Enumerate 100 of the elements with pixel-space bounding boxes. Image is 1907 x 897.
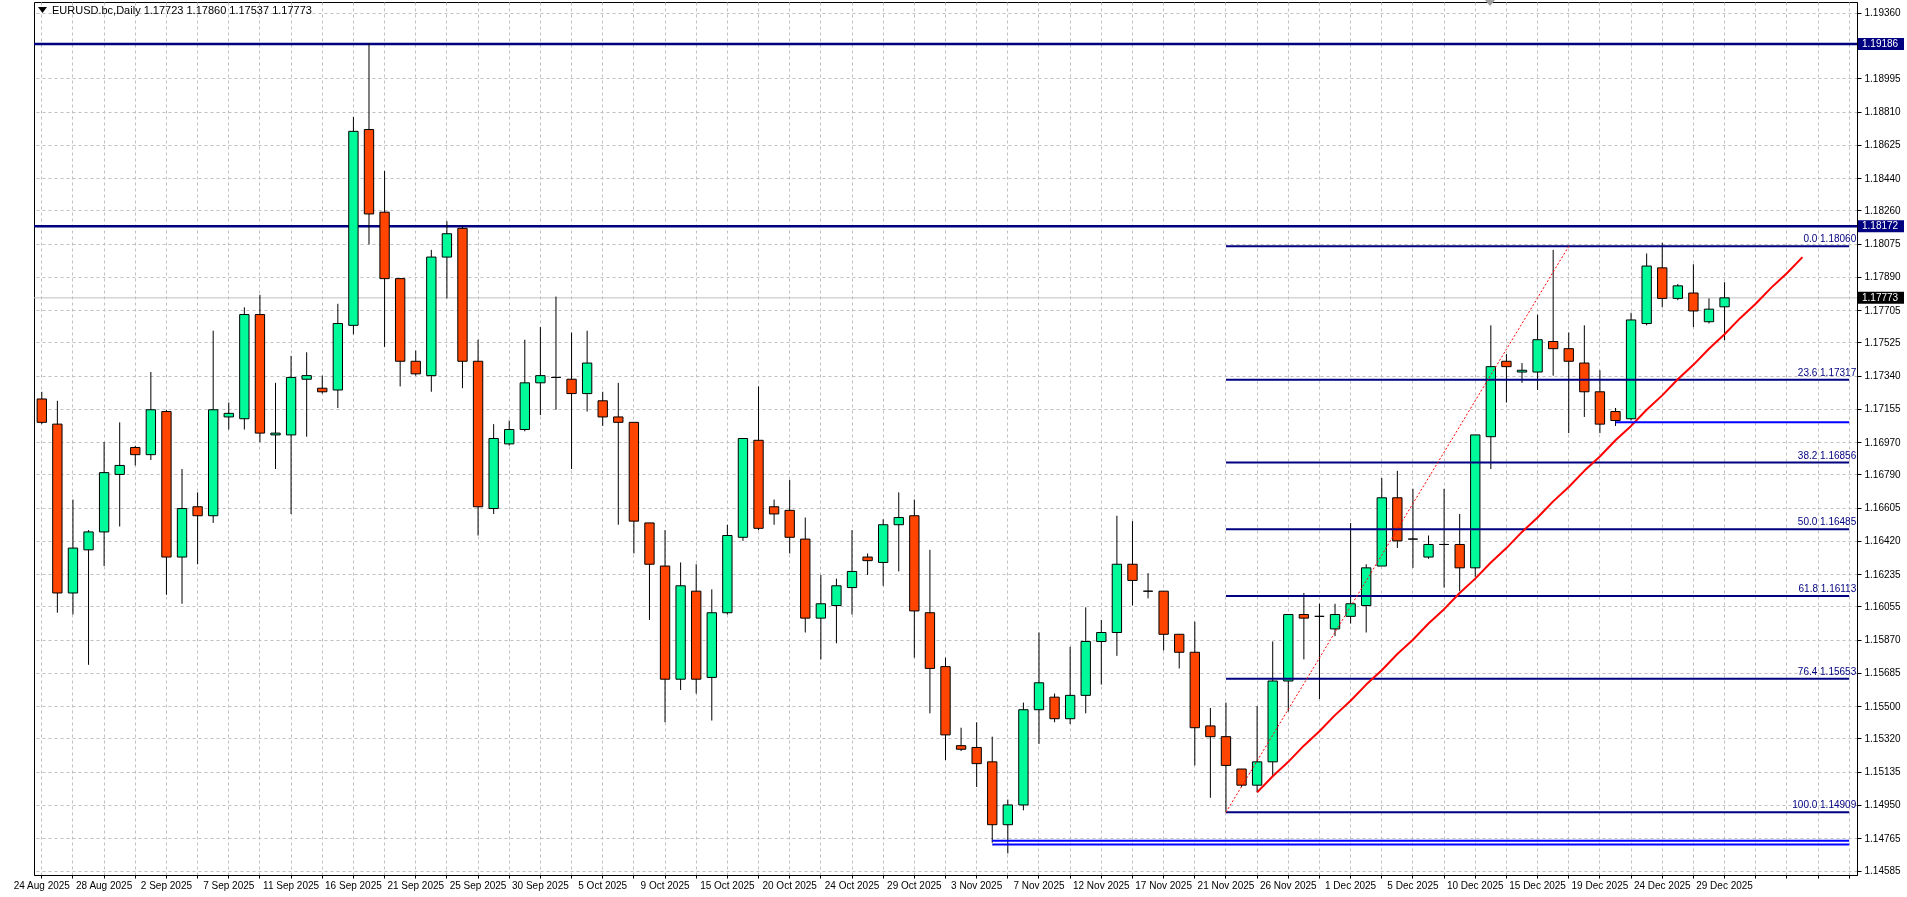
x-tick-label: 7 Nov 2025 bbox=[1013, 879, 1065, 891]
chart-title: EURUSD.bc,Daily 1.17723 1.17860 1.17537 1.17773 bbox=[52, 4, 312, 16]
candlestick bbox=[597, 391, 608, 427]
x-tick-label: 5 Dec 2025 bbox=[1387, 879, 1439, 891]
candlestick bbox=[1516, 362, 1528, 384]
x-tick-label: 21 Sep 2025 bbox=[387, 879, 445, 891]
x-tick-label: 29 Dec 2025 bbox=[1696, 879, 1754, 891]
candlestick bbox=[846, 529, 858, 616]
x-tick-label: 21 Nov 2025 bbox=[1197, 879, 1255, 891]
candlestick bbox=[1703, 297, 1715, 325]
candlestick bbox=[535, 326, 546, 416]
candlestick bbox=[114, 421, 125, 528]
y-tick-label: 1.17155 bbox=[1864, 403, 1902, 415]
x-tick-label: 15 Dec 2025 bbox=[1509, 879, 1567, 891]
x-tick-label: 15 Oct 2025 bbox=[700, 879, 756, 891]
series-label: 100.0 1.14909 bbox=[1792, 799, 1857, 811]
series-label: 76.4 1.15653 bbox=[1797, 665, 1857, 677]
y-tick-label: 1.18810 bbox=[1864, 106, 1902, 118]
candlestick bbox=[1002, 799, 1013, 854]
candlestick bbox=[1423, 535, 1434, 560]
candlestick bbox=[955, 727, 967, 752]
candlestick bbox=[192, 491, 203, 565]
x-tick-label: 10 Dec 2025 bbox=[1446, 879, 1505, 891]
y-tick-label: 1.17525 bbox=[1864, 336, 1902, 348]
x-tick-label: 2 Sep 2025 bbox=[140, 879, 193, 891]
candlestick bbox=[270, 382, 281, 470]
series-label: 23.6 1.17317 bbox=[1797, 366, 1857, 378]
y-tick-label: 1.18625 bbox=[1864, 139, 1902, 151]
y-tick-label: 1.19360 bbox=[1864, 7, 1902, 19]
x-tick-label: 24 Aug 2025 bbox=[13, 879, 71, 891]
candlestick bbox=[550, 296, 562, 411]
y-tick-label: 1.14585 bbox=[1864, 865, 1902, 877]
x-tick-label: 17 Nov 2025 bbox=[1135, 879, 1193, 891]
candlestick bbox=[566, 332, 577, 470]
x-tick-label: 29 Oct 2025 bbox=[887, 879, 943, 891]
ref-line-label: 1.18172 bbox=[1862, 220, 1899, 232]
candlestick bbox=[1314, 603, 1325, 700]
candlestick bbox=[504, 420, 515, 447]
y-tick-label: 1.14950 bbox=[1864, 799, 1902, 811]
candlestick bbox=[1127, 520, 1138, 607]
y-tick-label: 1.15870 bbox=[1864, 634, 1902, 646]
x-tick-label: 1 Dec 2025 bbox=[1325, 879, 1377, 891]
x-tick-label: 26 Nov 2025 bbox=[1259, 879, 1318, 891]
y-tick-label: 1.18075 bbox=[1864, 238, 1902, 250]
candlestick bbox=[893, 491, 904, 572]
y-tick-label: 1.16605 bbox=[1864, 502, 1902, 514]
candlestick bbox=[1205, 707, 1216, 799]
series-label: 61.8 1.16113 bbox=[1798, 583, 1857, 595]
y-tick-label: 1.15320 bbox=[1864, 732, 1902, 744]
x-tick-label: 12 Nov 2025 bbox=[1072, 879, 1131, 891]
candlestick bbox=[613, 382, 624, 526]
y-tick-label: 1.16970 bbox=[1864, 436, 1902, 448]
candlestick bbox=[1142, 572, 1154, 599]
ref-line-label: 1.19186 bbox=[1862, 38, 1899, 50]
y-tick-label: 1.18995 bbox=[1864, 72, 1902, 84]
candlestick bbox=[815, 574, 827, 660]
candlestick bbox=[410, 349, 421, 377]
y-tick-label: 1.16790 bbox=[1864, 468, 1902, 480]
series-label: 38.2 1.16856 bbox=[1797, 449, 1857, 461]
candlestick bbox=[1329, 603, 1341, 637]
candlestick bbox=[1064, 646, 1076, 725]
line-series bbox=[1225, 245, 1570, 813]
candlestick bbox=[1563, 332, 1574, 434]
x-tick-label: 19 Dec 2025 bbox=[1571, 879, 1629, 891]
x-tick-label: 20 Oct 2025 bbox=[762, 879, 818, 891]
candlestick bbox=[1407, 488, 1419, 569]
x-tick-label: 24 Oct 2025 bbox=[824, 879, 880, 891]
x-tick-label: 7 Sep 2025 bbox=[203, 879, 255, 891]
candlestick bbox=[1547, 249, 1559, 377]
y-tick-label: 1.17705 bbox=[1864, 304, 1902, 316]
candlestick bbox=[1438, 488, 1450, 589]
candlestick bbox=[83, 529, 94, 666]
candlestick bbox=[1251, 705, 1263, 793]
y-tick-label: 1.16420 bbox=[1864, 535, 1902, 547]
x-tick-label: 11 Sep 2025 bbox=[263, 879, 320, 891]
candlestick bbox=[1501, 353, 1512, 404]
x-tick-label: 24 Dec 2025 bbox=[1633, 879, 1692, 891]
candlestick bbox=[862, 552, 873, 576]
y-tick-label: 1.17340 bbox=[1864, 370, 1902, 382]
y-tick-label: 1.14765 bbox=[1864, 832, 1902, 844]
candlestick bbox=[1298, 592, 1310, 660]
y-tick-label: 1.17890 bbox=[1864, 271, 1902, 283]
candlestick bbox=[301, 351, 312, 438]
candlestick bbox=[1096, 619, 1107, 686]
candlestick bbox=[1719, 281, 1730, 341]
y-tick-label: 1.18260 bbox=[1864, 204, 1902, 216]
y-tick-label: 1.15135 bbox=[1864, 766, 1902, 778]
x-tick-label: 30 Sep 2025 bbox=[512, 879, 570, 891]
x-tick-label: 9 Oct 2025 bbox=[640, 879, 690, 891]
candlestick bbox=[1345, 522, 1356, 625]
x-tick-label: 3 Nov 2025 bbox=[951, 879, 1003, 891]
series-label: 0.0 1.18060 bbox=[1803, 233, 1857, 245]
y-tick-label: 1.16055 bbox=[1864, 600, 1902, 612]
candlestick bbox=[441, 220, 453, 299]
candlestick bbox=[768, 499, 780, 526]
y-tick-label: 1.18440 bbox=[1864, 172, 1902, 184]
x-tick-label: 16 Sep 2025 bbox=[325, 879, 383, 891]
ref-line-label: 1.17773 bbox=[1862, 291, 1899, 303]
y-tick-label: 1.16235 bbox=[1864, 568, 1902, 580]
candlestick bbox=[223, 402, 234, 431]
